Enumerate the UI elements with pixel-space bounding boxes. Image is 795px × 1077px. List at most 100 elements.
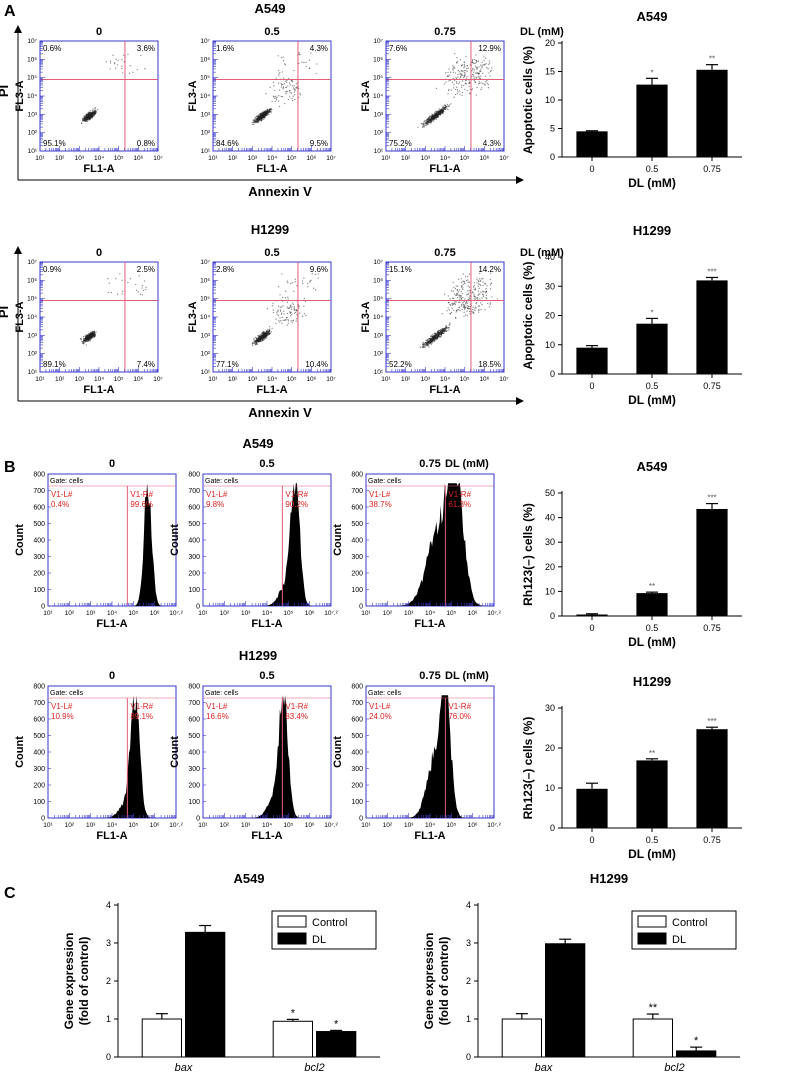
event-dot: [423, 121, 425, 123]
x-tick-label: 10⁶: [479, 155, 489, 162]
event-dot: [461, 292, 464, 295]
panel-letter-C: C: [4, 885, 16, 902]
y-tick-label: 4: [466, 900, 471, 910]
event-dot: [434, 335, 436, 338]
quadrant-ll: 95.1%: [43, 139, 66, 148]
outer-x-label: Annexin V: [248, 184, 312, 199]
event-dot: [299, 94, 302, 96]
event-dot: [424, 124, 426, 127]
x-tick-label: 0.75: [703, 381, 721, 391]
event-dot: [259, 120, 261, 122]
event-dot: [433, 115, 435, 117]
event-dot: [429, 119, 431, 122]
event-dot: [431, 341, 433, 343]
event-dot: [83, 338, 85, 340]
event-dot: [88, 337, 90, 339]
event-dot: [310, 52, 312, 54]
dose-label: 0: [109, 458, 115, 470]
event-dot: [109, 68, 111, 70]
event-dot: [448, 309, 450, 311]
event-dot: [454, 72, 457, 74]
x-tick-label: 10¹: [198, 822, 208, 829]
event-dot: [486, 67, 488, 69]
event-dot: [462, 303, 465, 305]
quadrant-lr: 4.3%: [483, 139, 501, 148]
event-dot: [471, 291, 474, 293]
x-tick-label: 10¹: [381, 155, 391, 162]
event-dot: [476, 298, 478, 300]
event-dot: [282, 84, 284, 86]
event-dot: [444, 104, 446, 106]
event-dot: [303, 277, 305, 279]
event-dot: [290, 92, 293, 94]
x-tick-label: 10⁶: [150, 610, 160, 617]
event-dot: [473, 79, 475, 82]
quadrant-ur: 12.9%: [478, 44, 501, 53]
event-dot: [278, 73, 280, 75]
event-dot: [469, 308, 471, 310]
y-tick-label: 400: [33, 538, 45, 545]
event-dot: [136, 289, 138, 291]
x-axis-label: DL (mM): [628, 393, 676, 407]
cell-line-title: H1299: [239, 648, 277, 663]
event-dot: [477, 285, 479, 287]
event-dot: [277, 82, 280, 84]
chart-title: H1299: [590, 871, 628, 886]
x-axis-label: FL1-A: [256, 163, 287, 175]
event-dot: [255, 344, 257, 346]
y-tick-label: 10⁶: [373, 56, 383, 63]
event-dot: [89, 113, 91, 116]
event-dot: [462, 296, 464, 299]
right-gate-name: V1-R#: [130, 702, 153, 711]
event-dot: [456, 294, 459, 296]
event-dot: [458, 296, 460, 298]
event-dot: [307, 285, 309, 288]
event-dot: [88, 332, 91, 335]
event-dot: [456, 288, 458, 291]
event-dot: [256, 343, 258, 345]
event-dot: [84, 120, 86, 122]
bar: [501, 1018, 543, 1058]
event-dot: [281, 71, 283, 73]
event-dot: [443, 293, 446, 295]
event-dot: [292, 303, 295, 306]
y-tick-label: 800: [33, 472, 45, 479]
legend-label: Control: [312, 917, 347, 929]
event-dot: [433, 332, 435, 335]
x-tick-label: 10⁴: [440, 155, 450, 162]
event-dot: [276, 313, 278, 315]
event-dot: [490, 282, 492, 284]
event-dot: [466, 294, 468, 296]
x-axis-label: FL1-A: [251, 618, 282, 630]
event-dot: [454, 88, 457, 91]
event-dot: [82, 117, 84, 119]
event-dot: [445, 81, 447, 83]
event-dot: [268, 111, 270, 114]
y-tick-label: 700: [188, 488, 200, 495]
y-tick-label: 10⁶: [200, 56, 210, 63]
x-tick-label: 10⁷: [499, 155, 509, 162]
event-dot: [89, 337, 91, 340]
panel-letter-B: B: [4, 459, 16, 476]
dose-label: 0: [109, 670, 115, 682]
event-dot: [459, 93, 461, 95]
event-dot: [428, 121, 430, 123]
event-dot: [79, 338, 82, 340]
event-dot: [473, 293, 475, 295]
event-dot: [460, 290, 462, 293]
event-dot: [279, 309, 282, 311]
x-tick-label: 10⁶: [306, 376, 316, 383]
event-dot: [480, 70, 482, 73]
event-dot: [282, 77, 285, 79]
y-tick-label: 10²: [201, 351, 211, 358]
event-dot: [94, 113, 96, 116]
y-tick-label: 300: [33, 554, 45, 561]
event-dot: [452, 71, 454, 74]
event-dot: [464, 307, 466, 310]
x-tick-label: 10⁵: [114, 155, 124, 162]
event-dot: [453, 96, 455, 98]
event-dot: [479, 278, 481, 280]
event-dot: [441, 110, 443, 113]
x-tick-label: 10²: [383, 610, 393, 617]
